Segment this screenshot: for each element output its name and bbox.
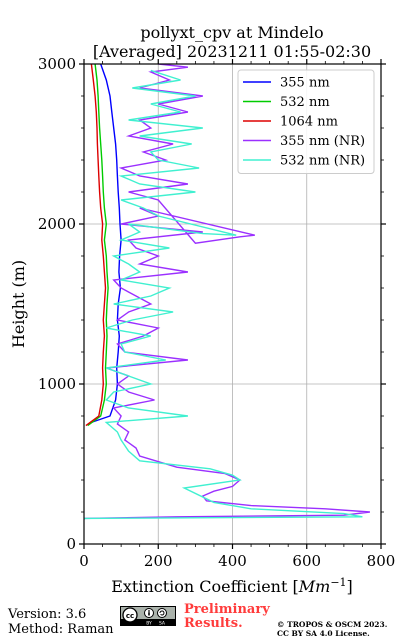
x-axis-label: Extinction Coefficient [Mm−1] xyxy=(111,576,353,596)
series-line xyxy=(91,64,122,424)
y-axis-label: Height (m) xyxy=(9,260,28,348)
series-line xyxy=(85,64,107,427)
svg-text:SA: SA xyxy=(159,620,166,625)
chart-title-line1: pollyxt_cpv at Mindelo xyxy=(140,23,323,42)
series-line xyxy=(84,69,363,520)
y-tick-label: 1000 xyxy=(38,375,76,393)
legend-label: 532 nm xyxy=(280,95,330,110)
x-tick-label: 200 xyxy=(144,552,173,570)
preliminary-line2: Results. xyxy=(184,616,243,631)
x-tick-label: 600 xyxy=(292,552,321,570)
svg-text:cc: cc xyxy=(126,612,134,620)
copyright-line2: CC BY SA 4.0 License. xyxy=(277,629,370,638)
preliminary-results-note: Preliminary Results. xyxy=(184,603,270,631)
axis-ticks: 0 200 400 600 800 0 1000 2000 3000 xyxy=(38,55,396,570)
series-line xyxy=(87,64,109,427)
method-text: Method: Raman xyxy=(8,622,114,637)
series-lines xyxy=(84,64,370,520)
y-tick-label: 2000 xyxy=(38,215,76,233)
version-text: Version: 3.6 xyxy=(8,607,87,622)
chart-title-line2: [Averaged] 20231211 01:55-02:30 xyxy=(93,42,371,61)
svg-text:BY: BY xyxy=(146,620,152,625)
copyright-line1: © TROPOS & OSCM 2023. xyxy=(277,620,388,629)
y-tick-label: 3000 xyxy=(38,55,76,73)
x-tick-label: 800 xyxy=(367,552,396,570)
legend-label: 355 nm xyxy=(280,76,330,91)
legend-label: 1064 nm xyxy=(280,115,338,130)
copyright-note: © TROPOS & OSCM 2023. CC BY SA 4.0 Licen… xyxy=(277,620,387,638)
y-tick-label: 0 xyxy=(66,535,76,553)
cc-license-icon: cc BY SA xyxy=(120,606,176,626)
legend-label: 532 nm (NR) xyxy=(280,154,365,169)
x-tick-label: 0 xyxy=(79,552,89,570)
preliminary-line1: Preliminary xyxy=(184,602,270,617)
legend-label: 355 nm (NR) xyxy=(280,134,365,149)
legend-box xyxy=(237,69,375,174)
legend: 355 nm 532 nm 1064 nm 355 nm (NR) 532 nm (NR… xyxy=(237,69,375,174)
x-tick-label: 400 xyxy=(218,552,247,570)
